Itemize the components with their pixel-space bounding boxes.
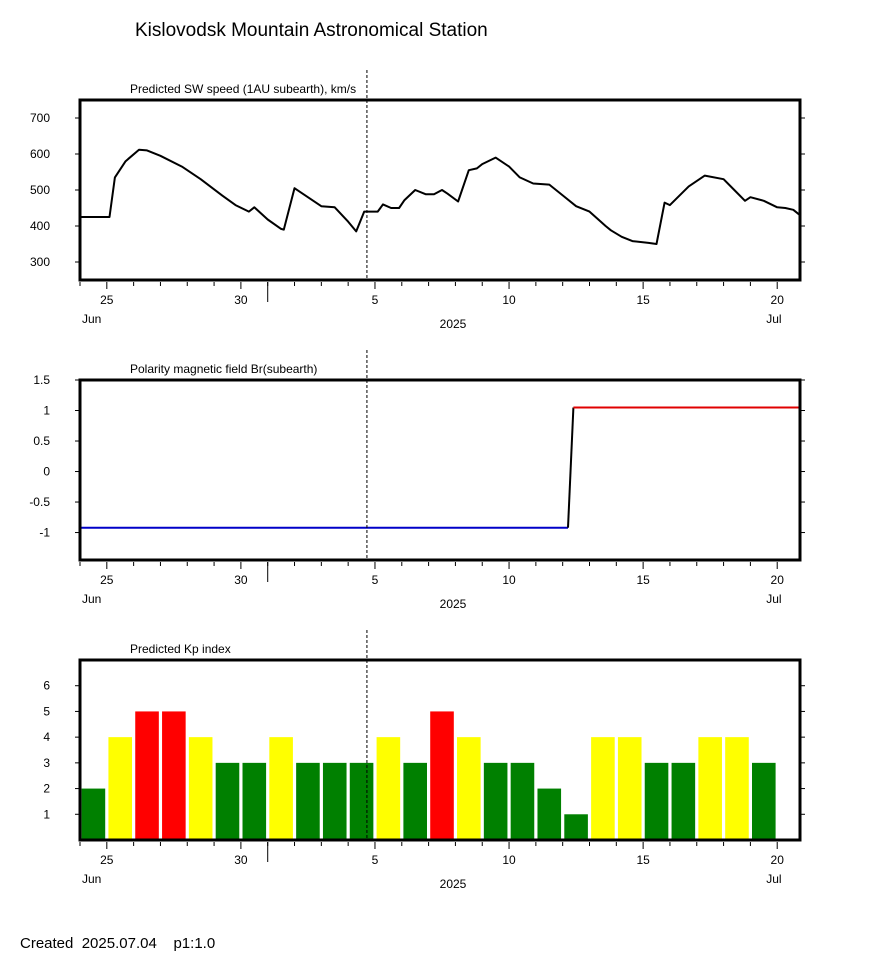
x-tick-label: 5 bbox=[372, 853, 379, 867]
plot-frame bbox=[78, 658, 802, 842]
y-tick-label: 500 bbox=[30, 183, 50, 197]
y-tick-label: -1 bbox=[39, 526, 50, 540]
page-indicator: p1:1.0 bbox=[173, 935, 216, 952]
page-title: Kislovodsk Mountain Astronomical Station bbox=[135, 20, 488, 41]
y-tick-label: -0.5 bbox=[29, 495, 50, 509]
series-line bbox=[567, 407, 575, 528]
footer: Created 2025.07.04 p1:1.0 bbox=[20, 935, 215, 952]
kp-bar bbox=[215, 762, 240, 840]
kp-bar bbox=[81, 788, 106, 840]
x-tick-label: 20 bbox=[771, 293, 785, 307]
y-tick-label: 600 bbox=[30, 147, 50, 161]
y-tick-label: 0.5 bbox=[33, 434, 50, 448]
kp-bar bbox=[349, 762, 374, 840]
kp-bar bbox=[322, 762, 347, 840]
month-label: Jun bbox=[82, 872, 101, 886]
kp-bar bbox=[483, 762, 508, 840]
x-tick-label: 15 bbox=[636, 853, 650, 867]
month-label: Jul bbox=[766, 312, 781, 326]
year-label: 2025 bbox=[440, 317, 467, 331]
month-label: Jul bbox=[766, 872, 781, 886]
x-tick-label: 30 bbox=[234, 853, 248, 867]
y-tick-label: 1.5 bbox=[33, 373, 50, 387]
kp-bar bbox=[108, 737, 133, 840]
kp-bar bbox=[269, 737, 293, 840]
y-tick-label: 1 bbox=[43, 404, 50, 418]
kp-bar bbox=[698, 737, 722, 840]
year-label: 2025 bbox=[440, 877, 467, 891]
created-date: 2025.07.04 bbox=[81, 935, 157, 952]
kp-bar bbox=[135, 711, 159, 840]
x-tick-label: 5 bbox=[372, 573, 379, 587]
y-tick-label: 3 bbox=[43, 756, 50, 770]
kp-bar bbox=[510, 762, 535, 840]
kp-bar bbox=[242, 762, 267, 840]
plot-frame bbox=[78, 98, 802, 282]
y-tick-label: 700 bbox=[30, 111, 50, 125]
x-tick-label: 30 bbox=[234, 293, 248, 307]
kp-bar bbox=[644, 762, 669, 840]
created-label: Created bbox=[20, 935, 74, 952]
chart-title: Polarity magnetic field Br(subearth) bbox=[130, 362, 317, 376]
x-tick-label: 15 bbox=[636, 293, 650, 307]
kp-bar bbox=[376, 737, 401, 840]
x-tick-label: 25 bbox=[100, 573, 114, 587]
month-label: Jul bbox=[766, 592, 781, 606]
x-tick-label: 10 bbox=[502, 573, 516, 587]
year-label: 2025 bbox=[440, 597, 467, 611]
kp-bar bbox=[752, 762, 776, 840]
y-tick-label: 300 bbox=[30, 255, 50, 269]
polarity-chart: Polarity magnetic field Br(subearth) 1.5 1… bbox=[29, 350, 805, 611]
y-tick-label: 1 bbox=[43, 807, 50, 821]
y-tick-label: 2 bbox=[43, 782, 50, 796]
kp-bar bbox=[617, 737, 642, 840]
month-label: Jun bbox=[82, 312, 101, 326]
series-line bbox=[80, 148, 801, 245]
y-tick-label: 400 bbox=[30, 219, 50, 233]
x-tick-label: 10 bbox=[502, 853, 516, 867]
kp-bar bbox=[725, 737, 749, 840]
kp-bar bbox=[457, 737, 481, 840]
x-tick-label: 25 bbox=[100, 293, 114, 307]
x-tick-label: 5 bbox=[372, 293, 379, 307]
kp-bar bbox=[296, 762, 320, 840]
kp-bar bbox=[188, 737, 213, 840]
kp-bar bbox=[671, 762, 696, 840]
month-label: Jun bbox=[82, 592, 101, 606]
y-tick-label: 4 bbox=[43, 730, 50, 744]
y-tick-label: 6 bbox=[43, 679, 50, 693]
kp-index-chart: Predicted Kp index 1 2 3 4 5 6 25 30 5 10 15 20 Jun Ju… bbox=[43, 630, 805, 891]
x-tick-label: 15 bbox=[636, 573, 650, 587]
kp-bar bbox=[162, 711, 186, 840]
x-tick-label: 30 bbox=[234, 573, 248, 587]
plot-frame bbox=[78, 378, 802, 562]
sw-speed-chart: Predicted SW speed (1AU subearth), km/s 3… bbox=[30, 70, 805, 331]
chart-title: Predicted Kp index bbox=[130, 642, 231, 656]
y-tick-label: 0 bbox=[43, 465, 50, 479]
x-tick-label: 20 bbox=[771, 573, 785, 587]
kp-bar bbox=[564, 814, 588, 840]
kp-bar bbox=[537, 788, 562, 840]
x-tick-label: 10 bbox=[502, 293, 516, 307]
kp-bar bbox=[430, 711, 454, 840]
kp-bar bbox=[403, 762, 427, 840]
x-tick-label: 25 bbox=[100, 853, 114, 867]
y-tick-label: 5 bbox=[43, 704, 50, 718]
kp-bar bbox=[591, 737, 615, 840]
chart-title: Predicted SW speed (1AU subearth), km/s bbox=[130, 82, 356, 96]
x-tick-label: 20 bbox=[771, 853, 785, 867]
